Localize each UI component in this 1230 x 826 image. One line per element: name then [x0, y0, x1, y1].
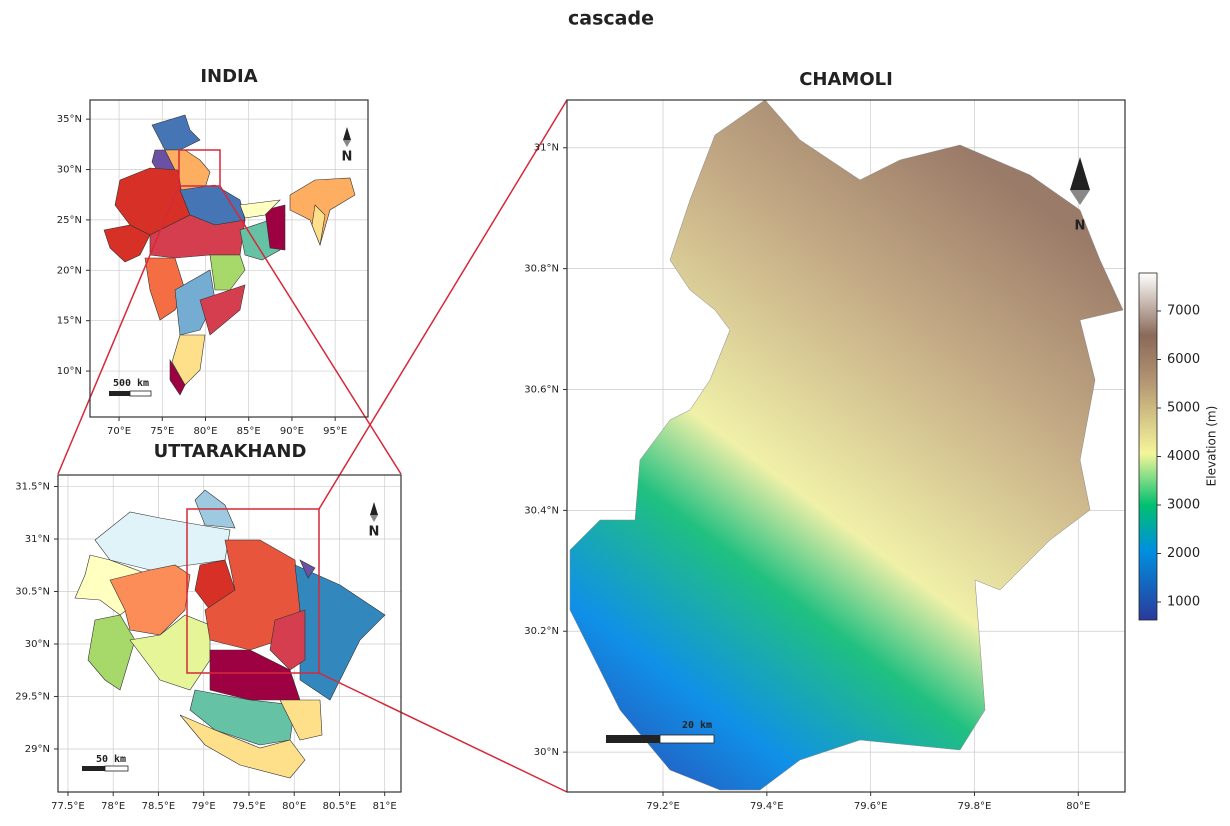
x-tick-label: 79.5°E — [232, 801, 266, 812]
connector — [219, 185, 402, 475]
north-label: N — [369, 525, 380, 540]
scale-bar-segment — [82, 766, 105, 771]
colorbar-label: Elevation (m) — [1205, 406, 1219, 487]
colorbar-tick-label: 5000 — [1167, 400, 1200, 415]
panel-title: INDIA — [200, 66, 257, 87]
x-tick-label: 95°E — [323, 426, 347, 437]
x-tick-label: 79.8°E — [958, 801, 992, 812]
y-tick-label: 25°N — [57, 215, 82, 226]
colorbar-tick-label: 4000 — [1167, 449, 1200, 464]
connector — [57, 185, 180, 475]
colorbar-tick-label: 2000 — [1167, 546, 1200, 561]
north-arrow: N — [1070, 157, 1090, 234]
y-tick-label: 30.2°N — [524, 626, 559, 637]
y-tick-label: 30.5°N — [15, 587, 50, 598]
north-arrow-tail — [370, 515, 378, 522]
scale-bar-segment — [104, 765, 129, 772]
colorbar-tick-label: 3000 — [1167, 497, 1200, 512]
y-tick-label: 29.5°N — [15, 691, 50, 702]
north-arrow: N — [342, 127, 353, 165]
x-tick-label: 79°E — [192, 801, 216, 812]
scale-bar: 50 km — [82, 754, 129, 772]
chamoli-dem — [569, 99, 1124, 791]
scale-bar-segment — [109, 391, 130, 396]
colorbar — [1138, 272, 1158, 621]
scale-bar-segment — [606, 735, 660, 743]
scale-bar-label: 50 km — [96, 754, 126, 765]
colorbar-tick-label: 1000 — [1167, 595, 1200, 610]
panel-title: CHAMOLI — [799, 69, 893, 90]
y-tick-label: 20°N — [57, 265, 82, 276]
scale-bar-segment — [659, 734, 715, 744]
x-tick-label: 90°E — [280, 426, 304, 437]
panel-title: UTTARAKHAND — [154, 441, 307, 462]
north-arrow-tail — [1070, 190, 1090, 205]
north-arrow: N — [369, 502, 380, 540]
scale-bar: 500 km — [109, 378, 152, 397]
scale-bar-label: 20 km — [682, 720, 712, 731]
india-map — [103, 114, 356, 396]
y-tick-label: 30.6°N — [524, 384, 559, 395]
x-tick-label: 80°E — [1066, 801, 1090, 812]
x-tick-label: 85°E — [237, 426, 261, 437]
x-tick-label: 80°E — [282, 801, 306, 812]
x-tick-label: 80.5°E — [323, 801, 357, 812]
north-arrow-head — [370, 502, 378, 515]
figure-title: cascade — [568, 8, 654, 30]
x-tick-label: 70°E — [107, 426, 131, 437]
panel-frame — [566, 99, 1126, 793]
colorbar-tick-label: 6000 — [1167, 352, 1200, 367]
scale-bar-label: 500 km — [113, 378, 149, 389]
panel-frame — [89, 99, 369, 418]
uttarakhand-map — [74, 489, 386, 779]
y-tick-label: 30°N — [534, 747, 559, 758]
y-tick-label: 30.8°N — [524, 264, 559, 275]
north-arrow-head — [343, 127, 351, 140]
y-tick-label: 29°N — [25, 744, 50, 755]
north-arrow-head — [1070, 157, 1090, 190]
y-tick-label: 30°N — [25, 639, 50, 650]
scale-bar: 20 km — [606, 720, 715, 744]
x-tick-label: 78.5°E — [142, 801, 176, 812]
x-tick-label: 79.4°E — [750, 801, 784, 812]
y-tick-label: 15°N — [57, 316, 82, 327]
colorbar-tick-label: 7000 — [1167, 303, 1200, 318]
zoom-connectors — [57, 99, 568, 793]
x-tick-label: 79.2°E — [646, 801, 680, 812]
connector — [318, 672, 568, 793]
x-tick-label: 80°E — [193, 426, 217, 437]
connector — [318, 99, 568, 510]
y-tick-label: 35°N — [57, 114, 82, 125]
x-tick-label: 81°E — [373, 801, 397, 812]
y-tick-label: 31°N — [25, 534, 50, 545]
north-arrow-tail — [343, 140, 351, 147]
y-tick-label: 30.4°N — [524, 505, 559, 516]
x-tick-label: 79.6°E — [854, 801, 888, 812]
y-tick-label: 31°N — [534, 143, 559, 154]
north-label: N — [1075, 219, 1086, 234]
x-tick-label: 75°E — [150, 426, 174, 437]
y-tick-label: 10°N — [57, 366, 82, 377]
x-tick-label: 78°E — [101, 801, 125, 812]
y-tick-label: 31.5°N — [15, 482, 50, 493]
y-tick-label: 30°N — [57, 165, 82, 176]
north-label: N — [342, 150, 353, 165]
panel-frame — [57, 474, 402, 793]
scale-bar-segment — [129, 390, 152, 397]
x-tick-label: 77.5°E — [51, 801, 85, 812]
